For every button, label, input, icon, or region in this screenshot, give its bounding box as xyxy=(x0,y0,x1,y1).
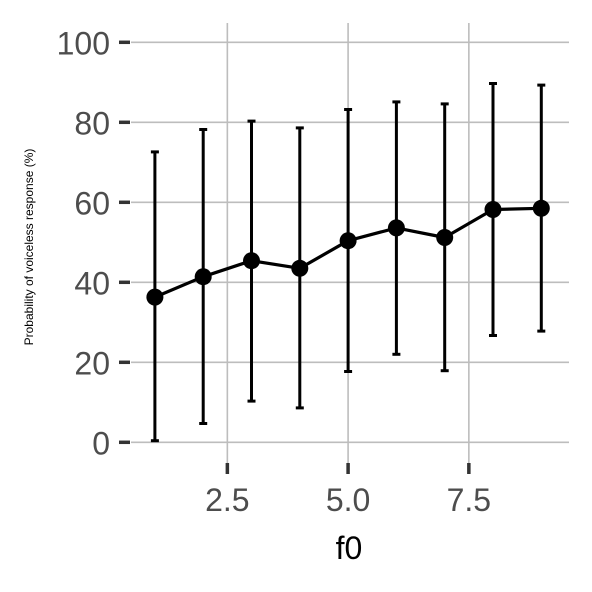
data-point xyxy=(436,229,454,246)
y-tick-label: 40 xyxy=(74,265,110,301)
y-tick-label: 0 xyxy=(92,425,110,461)
axes: 0 20 40 60 80 100 2.5 5.0 7.5 xyxy=(57,25,491,518)
x-tick-label: 7.5 xyxy=(447,482,491,518)
y-tick-label: 80 xyxy=(74,105,110,141)
y-tick-label: 100 xyxy=(57,25,110,61)
data-point xyxy=(387,219,405,237)
y-axis-title: Probability of voiceless response (%) xyxy=(22,149,36,346)
data-point xyxy=(243,252,260,270)
data-point xyxy=(532,199,550,217)
data-point xyxy=(146,288,164,306)
y-tick-label: 60 xyxy=(74,185,110,221)
x-axis-title: f0 xyxy=(336,530,363,566)
data-point xyxy=(484,201,502,218)
data-point xyxy=(339,232,357,250)
y-tick-label: 20 xyxy=(74,345,110,381)
data-point xyxy=(194,268,212,286)
x-tick-label: 5.0 xyxy=(326,482,370,518)
data-series xyxy=(146,199,550,306)
x-tick-label: 2.5 xyxy=(205,482,249,518)
data-point xyxy=(291,259,309,277)
